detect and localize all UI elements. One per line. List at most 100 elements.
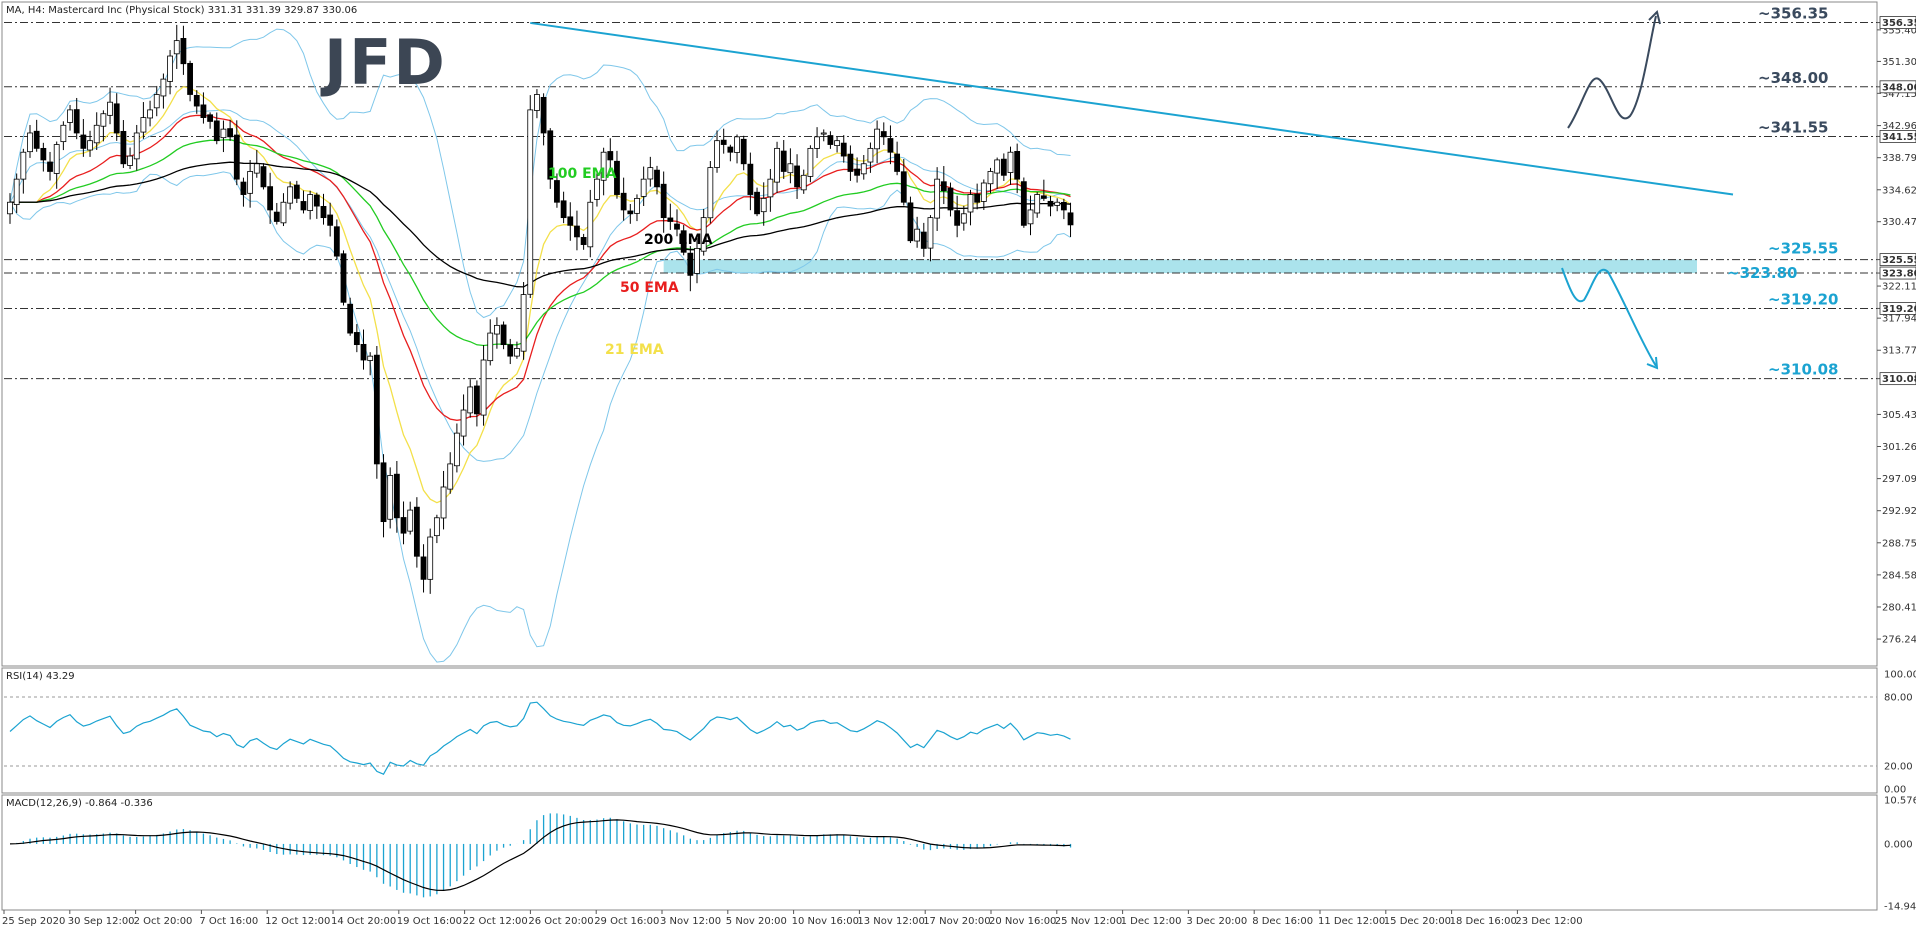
- candle: [734, 134, 740, 164]
- candle-body: [1047, 200, 1054, 207]
- candle: [393, 460, 400, 533]
- bullish-arrowhead: [1648, 10, 1661, 25]
- candle-body: [60, 124, 67, 143]
- candle: [947, 182, 954, 217]
- candle: [554, 173, 560, 208]
- candle: [173, 24, 180, 69]
- candle: [480, 345, 487, 426]
- candle-body: [934, 178, 941, 219]
- candle: [27, 124, 33, 158]
- candle-body: [947, 187, 954, 211]
- candle: [680, 225, 687, 256]
- level-label: ~310.08: [1768, 361, 1838, 379]
- level-price-box: [1879, 372, 1916, 386]
- candle-body: [33, 130, 40, 149]
- candle-body: [780, 150, 787, 172]
- candle: [814, 127, 820, 159]
- candle-body: [440, 486, 447, 519]
- candle-body: [534, 94, 540, 111]
- candle-body: [627, 210, 634, 215]
- candle-body: [774, 147, 780, 183]
- bullish-scenario-arrow: [1567, 15, 1657, 129]
- candle: [960, 205, 967, 231]
- candle: [800, 169, 807, 194]
- candle: [320, 193, 327, 225]
- rsi-line: [9, 701, 1071, 775]
- candle: [994, 157, 1001, 189]
- candle: [293, 180, 300, 203]
- candle: [113, 93, 120, 141]
- candle: [727, 144, 734, 162]
- logo-text: JFD: [320, 26, 447, 99]
- level-price-box: [1879, 253, 1916, 266]
- y-tick-label: 347.15: [1882, 89, 1916, 100]
- candle-body: [680, 230, 687, 253]
- candle: [927, 215, 934, 262]
- candle-body: [480, 359, 487, 416]
- candle: [20, 148, 27, 194]
- candle: [147, 100, 153, 127]
- candle: [80, 119, 87, 157]
- candle-body: [420, 556, 427, 580]
- candle-body: [827, 135, 834, 145]
- candle: [1027, 195, 1034, 236]
- candle: [87, 130, 93, 157]
- candle-body: [160, 78, 167, 97]
- candle-body: [527, 109, 534, 295]
- candle-body: [220, 128, 227, 139]
- x-tick-label: 3 Dec 20:00: [1186, 916, 1247, 927]
- candle: [640, 166, 647, 207]
- level-label: ~319.20: [1768, 290, 1838, 308]
- x-tick-label: 17 Nov 20:00: [923, 916, 990, 927]
- candle: [1047, 195, 1054, 217]
- candle-body: [814, 136, 820, 149]
- candle: [367, 352, 374, 376]
- candle: [413, 497, 420, 568]
- level-price-box-label: 356.35: [1882, 18, 1916, 29]
- candle-body: [207, 114, 214, 122]
- candle: [327, 202, 334, 237]
- support-zone-layer: [663, 259, 1698, 274]
- candle: [847, 145, 854, 181]
- candle-body: [27, 132, 33, 153]
- candle-body: [794, 165, 800, 188]
- candle-body: [233, 134, 240, 180]
- candle: [227, 119, 234, 141]
- candle-body: [20, 151, 27, 180]
- candle-body: [754, 191, 760, 215]
- level-price-box-label: 348.00: [1882, 82, 1916, 93]
- y-tick-label: 288.75: [1882, 538, 1916, 549]
- ema-annotation: 21 EMA: [605, 342, 664, 358]
- candle: [213, 112, 220, 145]
- candle: [153, 85, 160, 117]
- candle-body: [273, 211, 280, 222]
- candle: [587, 189, 594, 258]
- candle-body: [560, 200, 567, 219]
- candle: [980, 179, 987, 210]
- candle: [907, 196, 914, 244]
- candle: [307, 190, 314, 220]
- candle: [507, 338, 514, 365]
- candle-body: [567, 216, 574, 226]
- macd-y-tick-label: 10.576: [1884, 796, 1916, 807]
- candle-body: [660, 183, 667, 219]
- candle: [1000, 153, 1007, 181]
- candle-body: [387, 475, 394, 520]
- x-tick-label: 2 Oct 20:00: [134, 916, 193, 927]
- candle-body: [580, 237, 587, 245]
- y-tick-label: 351.30: [1882, 57, 1916, 68]
- y-tick-label: 284.58: [1882, 570, 1916, 581]
- candle-body: [974, 193, 981, 203]
- candle-body: [140, 117, 147, 133]
- candle-body: [547, 130, 554, 180]
- candle: [240, 177, 247, 207]
- candle-body: [714, 140, 720, 168]
- candle-body: [867, 147, 874, 163]
- candle-body: [393, 473, 400, 519]
- candle: [860, 155, 867, 180]
- candle-body: [313, 194, 320, 207]
- bearish-arrowhead: [1646, 356, 1659, 370]
- candle-body: [300, 201, 307, 211]
- candle-body: [173, 40, 180, 55]
